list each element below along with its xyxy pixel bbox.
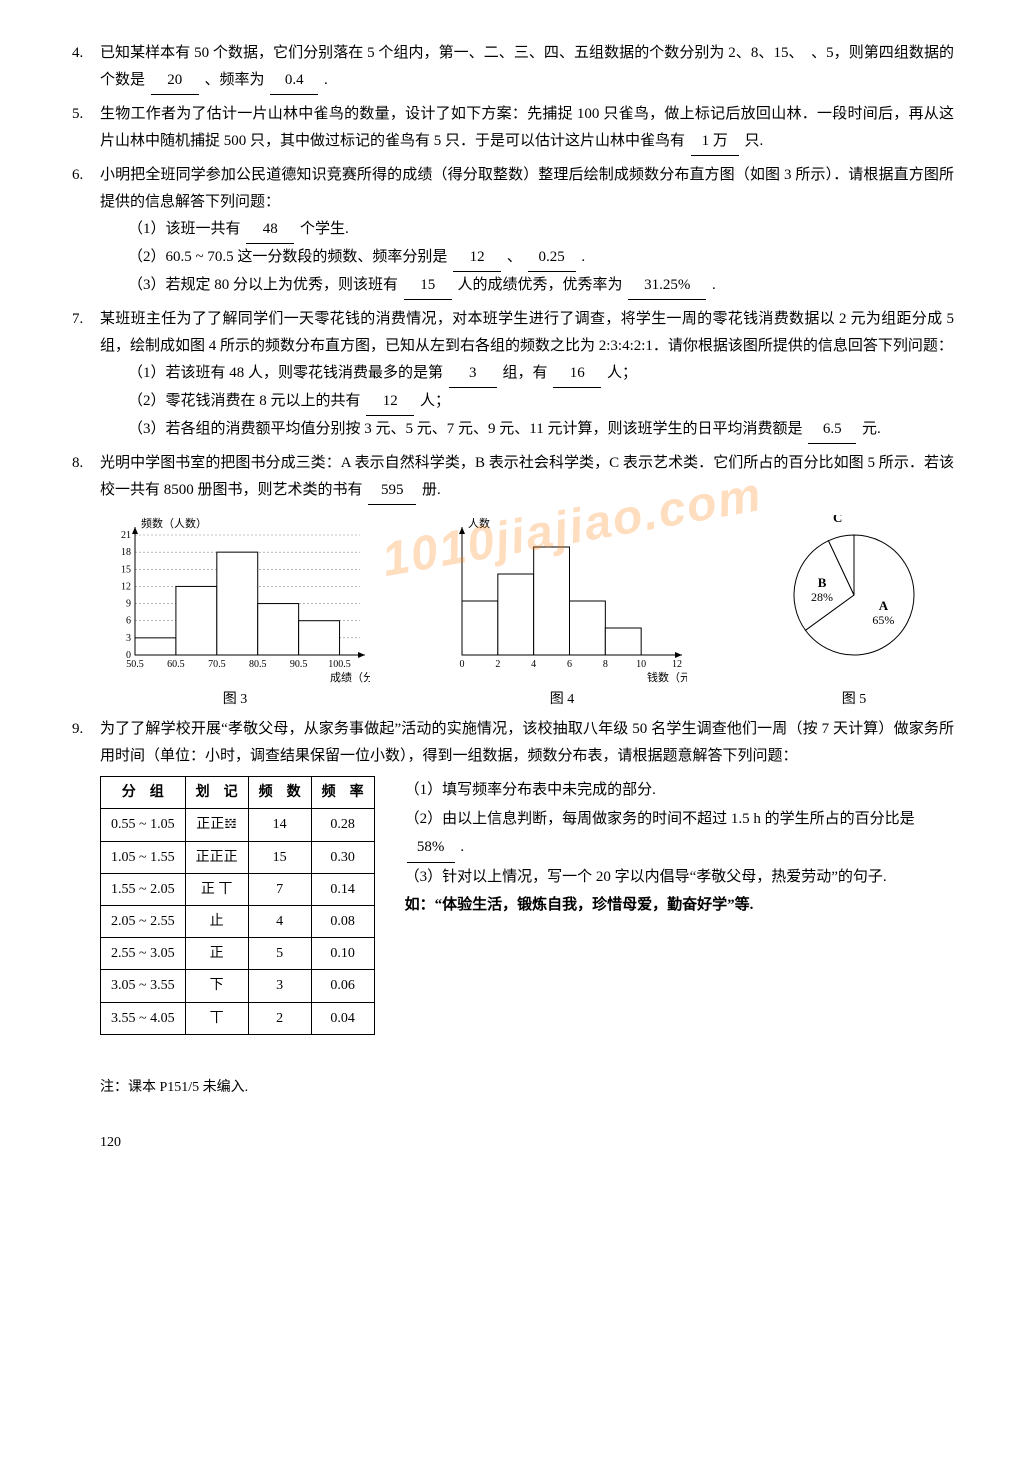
q7-p2-b: 人； [420,393,450,409]
figure-5-label: 图 5 [754,687,954,712]
figure-4-label: 图 4 [437,687,687,712]
q7-p2-blank: 12 [366,388,414,416]
question-5: 5. 生物工作者为了估计一片山林中雀鸟的数量，设计了如下方案：先捕捉 100 只… [100,101,954,156]
q8-text-b: 册. [422,482,441,498]
qnum-4: 4. [72,40,83,67]
question-9: 9. 为了了解学校开展“孝敬父母，从家务事做起”活动的实施情况，该校抽取八年级 … [100,716,954,1035]
q7-p1-blank2: 16 [553,360,601,388]
q6-p2-blank2: 0.25 [528,244,576,272]
qnum-5: 5. [72,101,83,128]
q5-blank-1: 1 万 [691,128,739,156]
svg-text:80.5: 80.5 [249,659,267,670]
page-number: 120 [100,1130,954,1155]
q7-intro: 某班班主任为了了解同学们一天零花钱的消费情况，对本班学生进行了调查，将学生一周的… [100,311,954,354]
q7-p1-b: 人； [607,365,637,381]
svg-text:100.5: 100.5 [328,659,351,670]
figure-5-chart: A65% B28% C [754,515,954,685]
q7-p2-a: （2）零花钱消费在 8 元以上的共有 [128,393,361,409]
svg-text:4: 4 [531,659,536,670]
q6-p3-a: （3）若规定 80 分以上为优秀，则该班有 [128,277,398,293]
figure-4-cell: 0 2 4 6 8 10 12 人数钱数（元） 图 4 [437,515,687,712]
q9-r3: （3）针对以上情况，写一个 20 字以内倡导“孝敬父母，热爱劳动”的句子. [405,863,954,892]
figures-row: 1010jiajiao.com 03691215182150.560.570.5… [100,515,954,712]
svg-text:6: 6 [126,616,131,627]
q9-r4: 如：“体验生活，锻炼自我，珍惜母爱，勤奋好学”等. [405,891,954,920]
q9-intro: 为了了解学校开展“孝敬父母，从家务事做起”活动的实施情况，该校抽取八年级 50 … [100,721,954,764]
question-7: 7. 某班班主任为了了解同学们一天零花钱的消费情况，对本班学生进行了调查，将学生… [100,306,954,444]
footnote: 注：课本 P151/5 未编入. [100,1075,954,1100]
svg-text:21: 21 [121,530,131,541]
q4-blank-2: 0.4 [270,67,318,95]
qnum-7: 7. [72,306,83,333]
q7-p1-mid: 组，有 [503,365,548,381]
svg-text:频数（人数）: 频数（人数） [141,516,207,530]
q6-p1-b: 个学生. [300,221,349,237]
q4-blank-1: 20 [151,67,199,95]
svg-text:28%: 28% [811,590,833,604]
q7-p3-b: 元. [862,421,881,437]
q6-p2-a: （2）60.5 ~ 70.5 这一分数段的频数、频率分别是 [128,249,447,265]
q7-p1-a: （1）若该班有 48 人，则零花钱消费最多的是第 [128,365,443,381]
q9-frequency-table: 分 组划 记频 数频 率0.55 ~ 1.05正正𝍌140.281.05 ~ 1… [100,776,375,1035]
svg-text:6: 6 [567,659,572,670]
q7-p1-blank1: 3 [449,360,497,388]
svg-text:18: 18 [121,547,131,558]
q9-r2-blank: 58% [407,833,455,863]
figure-5-cell: A65% B28% C 图 5 [754,515,954,712]
svg-text:9: 9 [126,599,131,610]
svg-text:15: 15 [121,564,131,575]
q7-p3-a: （3）若各组的消费额平均值分别按 3 元、5 元、7 元、9 元、11 元计算，… [128,421,802,437]
figure-3-cell: 03691215182150.560.570.580.590.5100.5频数（… [100,515,370,712]
svg-text:A: A [879,598,889,613]
question-8: 8. 光明中学图书室的把图书分成三类：A 表示自然科学类，B 表示社会科学类，C… [100,450,954,505]
svg-text:B: B [818,575,827,590]
qnum-6: 6. [72,162,83,189]
q9-r2-a: （2）由以上信息判断，每周做家务的时间不超过 1.5 h 的学生所占的百分比是 [405,811,915,827]
q4-text-c: . [324,72,328,88]
svg-text:50.5: 50.5 [126,659,144,670]
svg-text:12: 12 [121,581,131,592]
qnum-9: 9. [72,716,83,743]
svg-text:10: 10 [636,659,646,670]
q6-p2-blank1: 12 [453,244,501,272]
q8-blank: 595 [368,477,416,505]
svg-text:0: 0 [460,659,465,670]
svg-text:C: C [833,515,842,525]
q5-text-a: 生物工作者为了估计一片山林中雀鸟的数量，设计了如下方案：先捕捉 100 只雀鸟，… [100,106,954,149]
q6-p3-blank2: 31.25% [628,272,706,300]
svg-text:12: 12 [672,659,682,670]
q9-right-column: （1）填写频率分布表中未完成的部分. （2）由以上信息判断，每周做家务的时间不超… [405,776,954,920]
svg-text:3: 3 [126,633,131,644]
svg-text:8: 8 [603,659,608,670]
q6-p1-a: （1）该班一共有 [128,221,241,237]
q9-r1: （1）填写频率分布表中未完成的部分. [405,776,954,805]
q6-p3-blank1: 15 [404,272,452,300]
figure-3-label: 图 3 [100,687,370,712]
q6-intro: 小明把全班同学参加公民道德知识竞赛所得的成绩（得分取整数）整理后绘制成频数分布直… [100,167,954,210]
q8-text-a: 光明中学图书室的把图书分成三类：A 表示自然科学类，B 表示社会科学类，C 表示… [100,455,954,498]
svg-text:2: 2 [495,659,500,670]
q9-r2-b: . [460,839,464,855]
question-4: 4. 已知某样本有 50 个数据，它们分别落在 5 个组内，第一、二、三、四、五… [100,40,954,95]
svg-text:钱数（元）: 钱数（元） [647,670,687,684]
svg-text:人数: 人数 [468,517,490,530]
q7-p3-blank: 6.5 [808,416,856,444]
svg-text:65%: 65% [872,613,894,627]
q6-p2-mid: 、 [507,249,522,265]
question-6: 6. 小明把全班同学参加公民道德知识竞赛所得的成绩（得分取整数）整理后绘制成频数… [100,162,954,300]
svg-text:60.5: 60.5 [167,659,185,670]
q6-p1-blank: 48 [246,216,294,244]
svg-text:成绩（分）: 成绩（分） [330,671,370,684]
svg-text:70.5: 70.5 [208,659,226,670]
q6-p3-b: . [712,277,716,293]
svg-text:90.5: 90.5 [290,659,308,670]
figure-3-chart: 03691215182150.560.570.580.590.5100.5频数（… [100,515,370,685]
figure-4-chart: 0 2 4 6 8 10 12 人数钱数（元） [437,515,687,685]
q4-text-b: 、频率为 [205,72,265,88]
q6-p2-b: . [581,249,585,265]
qnum-8: 8. [72,450,83,477]
q5-text-b: 只. [745,133,764,149]
q6-p3-mid: 人的成绩优秀，优秀率为 [458,277,623,293]
